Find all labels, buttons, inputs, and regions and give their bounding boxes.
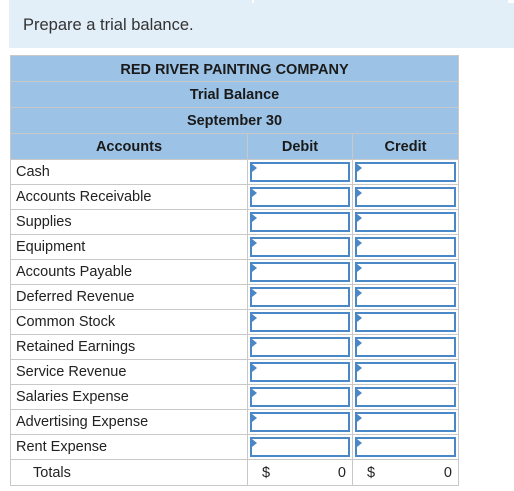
credit-input[interactable] [355, 262, 456, 282]
instruction-text: Prepare a trial balance. [9, 3, 514, 48]
account-row: Retained Earnings [10, 334, 459, 360]
credit-input[interactable] [355, 287, 456, 307]
credit-input[interactable] [355, 437, 456, 457]
debit-input[interactable] [250, 212, 350, 232]
debit-cell [247, 159, 353, 185]
credit-cell [352, 309, 459, 335]
debit-column-header: Debit [247, 133, 353, 160]
debit-input[interactable] [250, 387, 350, 407]
statement-title: Trial Balance [10, 81, 459, 108]
statement-date: September 30 [10, 107, 459, 134]
credit-input[interactable] [355, 162, 456, 182]
account-row: Equipment [10, 234, 459, 260]
account-name: Cash [10, 159, 248, 185]
debit-cell [247, 209, 353, 235]
account-name: Retained Earnings [10, 334, 248, 360]
credit-total-value: 0 [443, 465, 452, 481]
account-row: Rent Expense [10, 434, 459, 460]
account-row: Service Revenue [10, 359, 459, 385]
account-row: Salaries Expense [10, 384, 459, 410]
debit-input[interactable] [250, 162, 350, 182]
account-row: Accounts Receivable [10, 184, 459, 210]
debit-input[interactable] [250, 437, 350, 457]
debit-input[interactable] [250, 412, 350, 432]
debit-input[interactable] [250, 362, 350, 382]
credit-input[interactable] [355, 212, 456, 232]
debit-input[interactable] [250, 287, 350, 307]
account-row: Advertising Expense [10, 409, 459, 435]
debit-total-cell: $ 0 [247, 459, 353, 486]
credit-input[interactable] [355, 337, 456, 357]
account-row: Common Stock [10, 309, 459, 335]
debit-cell [247, 359, 353, 385]
credit-cell [352, 184, 459, 210]
totals-row: Totals $ 0 $ 0 [10, 459, 459, 486]
credit-cell [352, 209, 459, 235]
credit-cell [352, 359, 459, 385]
totals-label: Totals [10, 459, 248, 486]
account-row: Accounts Payable [10, 259, 459, 285]
debit-cell [247, 384, 353, 410]
company-name: RED RIVER PAINTING COMPANY [10, 55, 459, 82]
header-row: RED RIVER PAINTING COMPANY [10, 55, 459, 82]
header-row: September 30 [10, 107, 459, 134]
trial-balance-table: RED RIVER PAINTING COMPANY Trial Balance… [10, 55, 459, 486]
account-row: Deferred Revenue [10, 284, 459, 310]
account-name: Accounts Receivable [10, 184, 248, 210]
credit-column-header: Credit [352, 133, 459, 160]
debit-cell [247, 259, 353, 285]
credit-input[interactable] [355, 187, 456, 207]
debit-cell [247, 184, 353, 210]
credit-input[interactable] [355, 312, 456, 332]
top-panel-edge [254, 0, 508, 3]
credit-input[interactable] [355, 412, 456, 432]
account-name: Common Stock [10, 309, 248, 335]
account-name: Service Revenue [10, 359, 248, 385]
debit-cell [247, 234, 353, 260]
debit-cell [247, 409, 353, 435]
credit-cell [352, 409, 459, 435]
credit-input[interactable] [355, 387, 456, 407]
account-name: Rent Expense [10, 434, 248, 460]
debit-input[interactable] [250, 187, 350, 207]
debit-cell [247, 434, 353, 460]
credit-cell [352, 234, 459, 260]
debit-cell [247, 309, 353, 335]
credit-cell [352, 334, 459, 360]
debit-input[interactable] [250, 237, 350, 257]
debit-currency-symbol: $ [262, 465, 271, 481]
debit-input[interactable] [250, 262, 350, 282]
debit-cell [247, 334, 353, 360]
debit-input[interactable] [250, 312, 350, 332]
header-row: Trial Balance [10, 81, 459, 108]
credit-cell [352, 159, 459, 185]
credit-input[interactable] [355, 237, 456, 257]
credit-total-cell: $ 0 [352, 459, 459, 486]
top-panel-edge [9, 0, 252, 3]
credit-cell [352, 259, 459, 285]
credit-input[interactable] [355, 362, 456, 382]
account-name: Salaries Expense [10, 384, 248, 410]
account-name: Supplies [10, 209, 248, 235]
credit-cell [352, 434, 459, 460]
debit-input[interactable] [250, 337, 350, 357]
credit-cell [352, 284, 459, 310]
account-row: Cash [10, 159, 459, 185]
debit-total-value: 0 [337, 465, 346, 481]
account-name: Advertising Expense [10, 409, 248, 435]
accounts-column-header: Accounts [10, 133, 248, 160]
account-name: Equipment [10, 234, 248, 260]
column-header-row: Accounts Debit Credit [10, 133, 459, 160]
credit-cell [352, 384, 459, 410]
account-name: Deferred Revenue [10, 284, 248, 310]
account-row: Supplies [10, 209, 459, 235]
debit-cell [247, 284, 353, 310]
credit-currency-symbol: $ [367, 465, 376, 481]
account-name: Accounts Payable [10, 259, 248, 285]
